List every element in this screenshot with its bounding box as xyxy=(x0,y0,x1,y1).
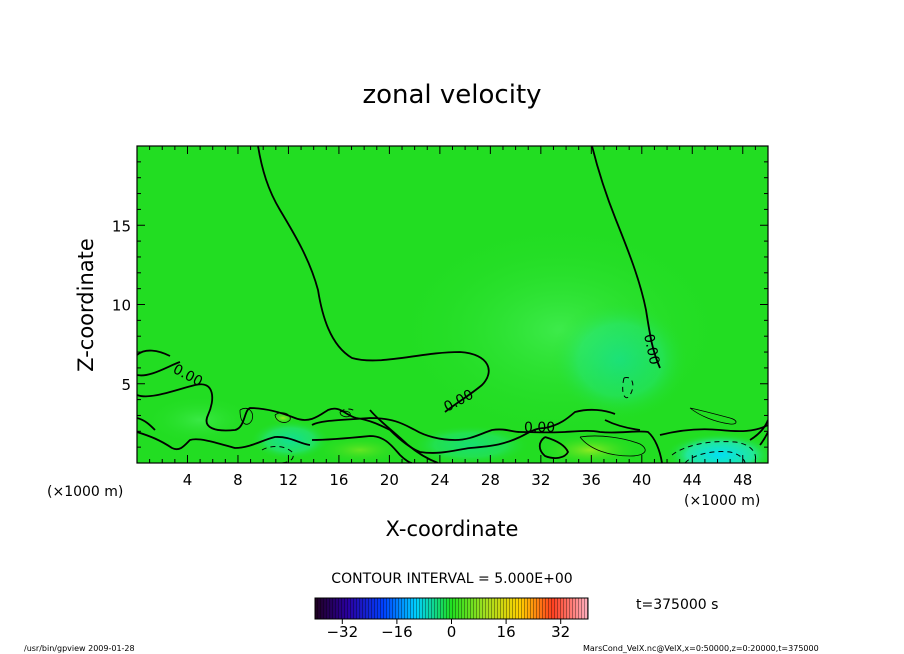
colorbar-tick-label: −32 xyxy=(326,623,358,641)
x-tick-label: 16 xyxy=(329,471,348,489)
heatmap-field: 0.00 0.00 0.00 0.00 xyxy=(137,146,768,463)
contour-label-3: 0.00 xyxy=(524,420,555,436)
thin-contours xyxy=(239,407,737,457)
x-tick-label: 24 xyxy=(430,471,449,489)
colorbar-tick-label: −16 xyxy=(381,623,413,641)
colorbar-tick-label: 0 xyxy=(447,623,457,641)
chart-title: zonal velocity xyxy=(362,80,541,110)
x-tick-label: 32 xyxy=(531,471,550,489)
y-axis-ticks: 5 10 15 xyxy=(112,145,768,464)
x-axis-ticks: 4 8 12 16 20 24 28 32 36 40 44 48 xyxy=(136,146,769,489)
x-unit-left: (×1000 m) xyxy=(47,484,123,500)
y-tick-label: 15 xyxy=(112,217,131,235)
x-tick-label: 36 xyxy=(582,471,601,489)
x-tick-label: 12 xyxy=(279,471,298,489)
negative-contours xyxy=(261,376,757,463)
x-unit-right: (×1000 m) xyxy=(684,493,760,509)
footer-left: /usr/bin/gpview 2009-01-28 xyxy=(24,644,135,653)
x-tick-label: 44 xyxy=(683,471,702,489)
x-axis-label: X-coordinate xyxy=(386,517,519,541)
zero-contours xyxy=(137,146,768,463)
x-tick-label: 28 xyxy=(481,471,500,489)
contour-label-4: 0.00 xyxy=(640,333,662,367)
x-tick-label: 48 xyxy=(733,471,752,489)
x-tick-label: 20 xyxy=(380,471,399,489)
y-tick-label: 5 xyxy=(121,376,131,394)
colorbar-stripes xyxy=(315,598,588,619)
x-tick-label: 4 xyxy=(183,471,193,489)
colorbar-ticks: −32 −16 0 16 32 xyxy=(326,619,570,641)
time-label: t=375000 s xyxy=(636,597,718,613)
x-tick-label: 8 xyxy=(233,471,243,489)
x-tick-label: 40 xyxy=(632,471,651,489)
y-tick-label: 10 xyxy=(112,297,131,315)
footer-right: MarsCond_VelX.nc@VelX,x=0:50000,z=0:2000… xyxy=(583,644,819,653)
colorbar-tick-label: 32 xyxy=(551,623,570,641)
contour-interval: CONTOUR INTERVAL = 5.000E+00 xyxy=(331,571,572,587)
y-axis-label: Z-coordinate xyxy=(74,238,98,372)
colorbar-tick-label: 16 xyxy=(497,623,516,641)
